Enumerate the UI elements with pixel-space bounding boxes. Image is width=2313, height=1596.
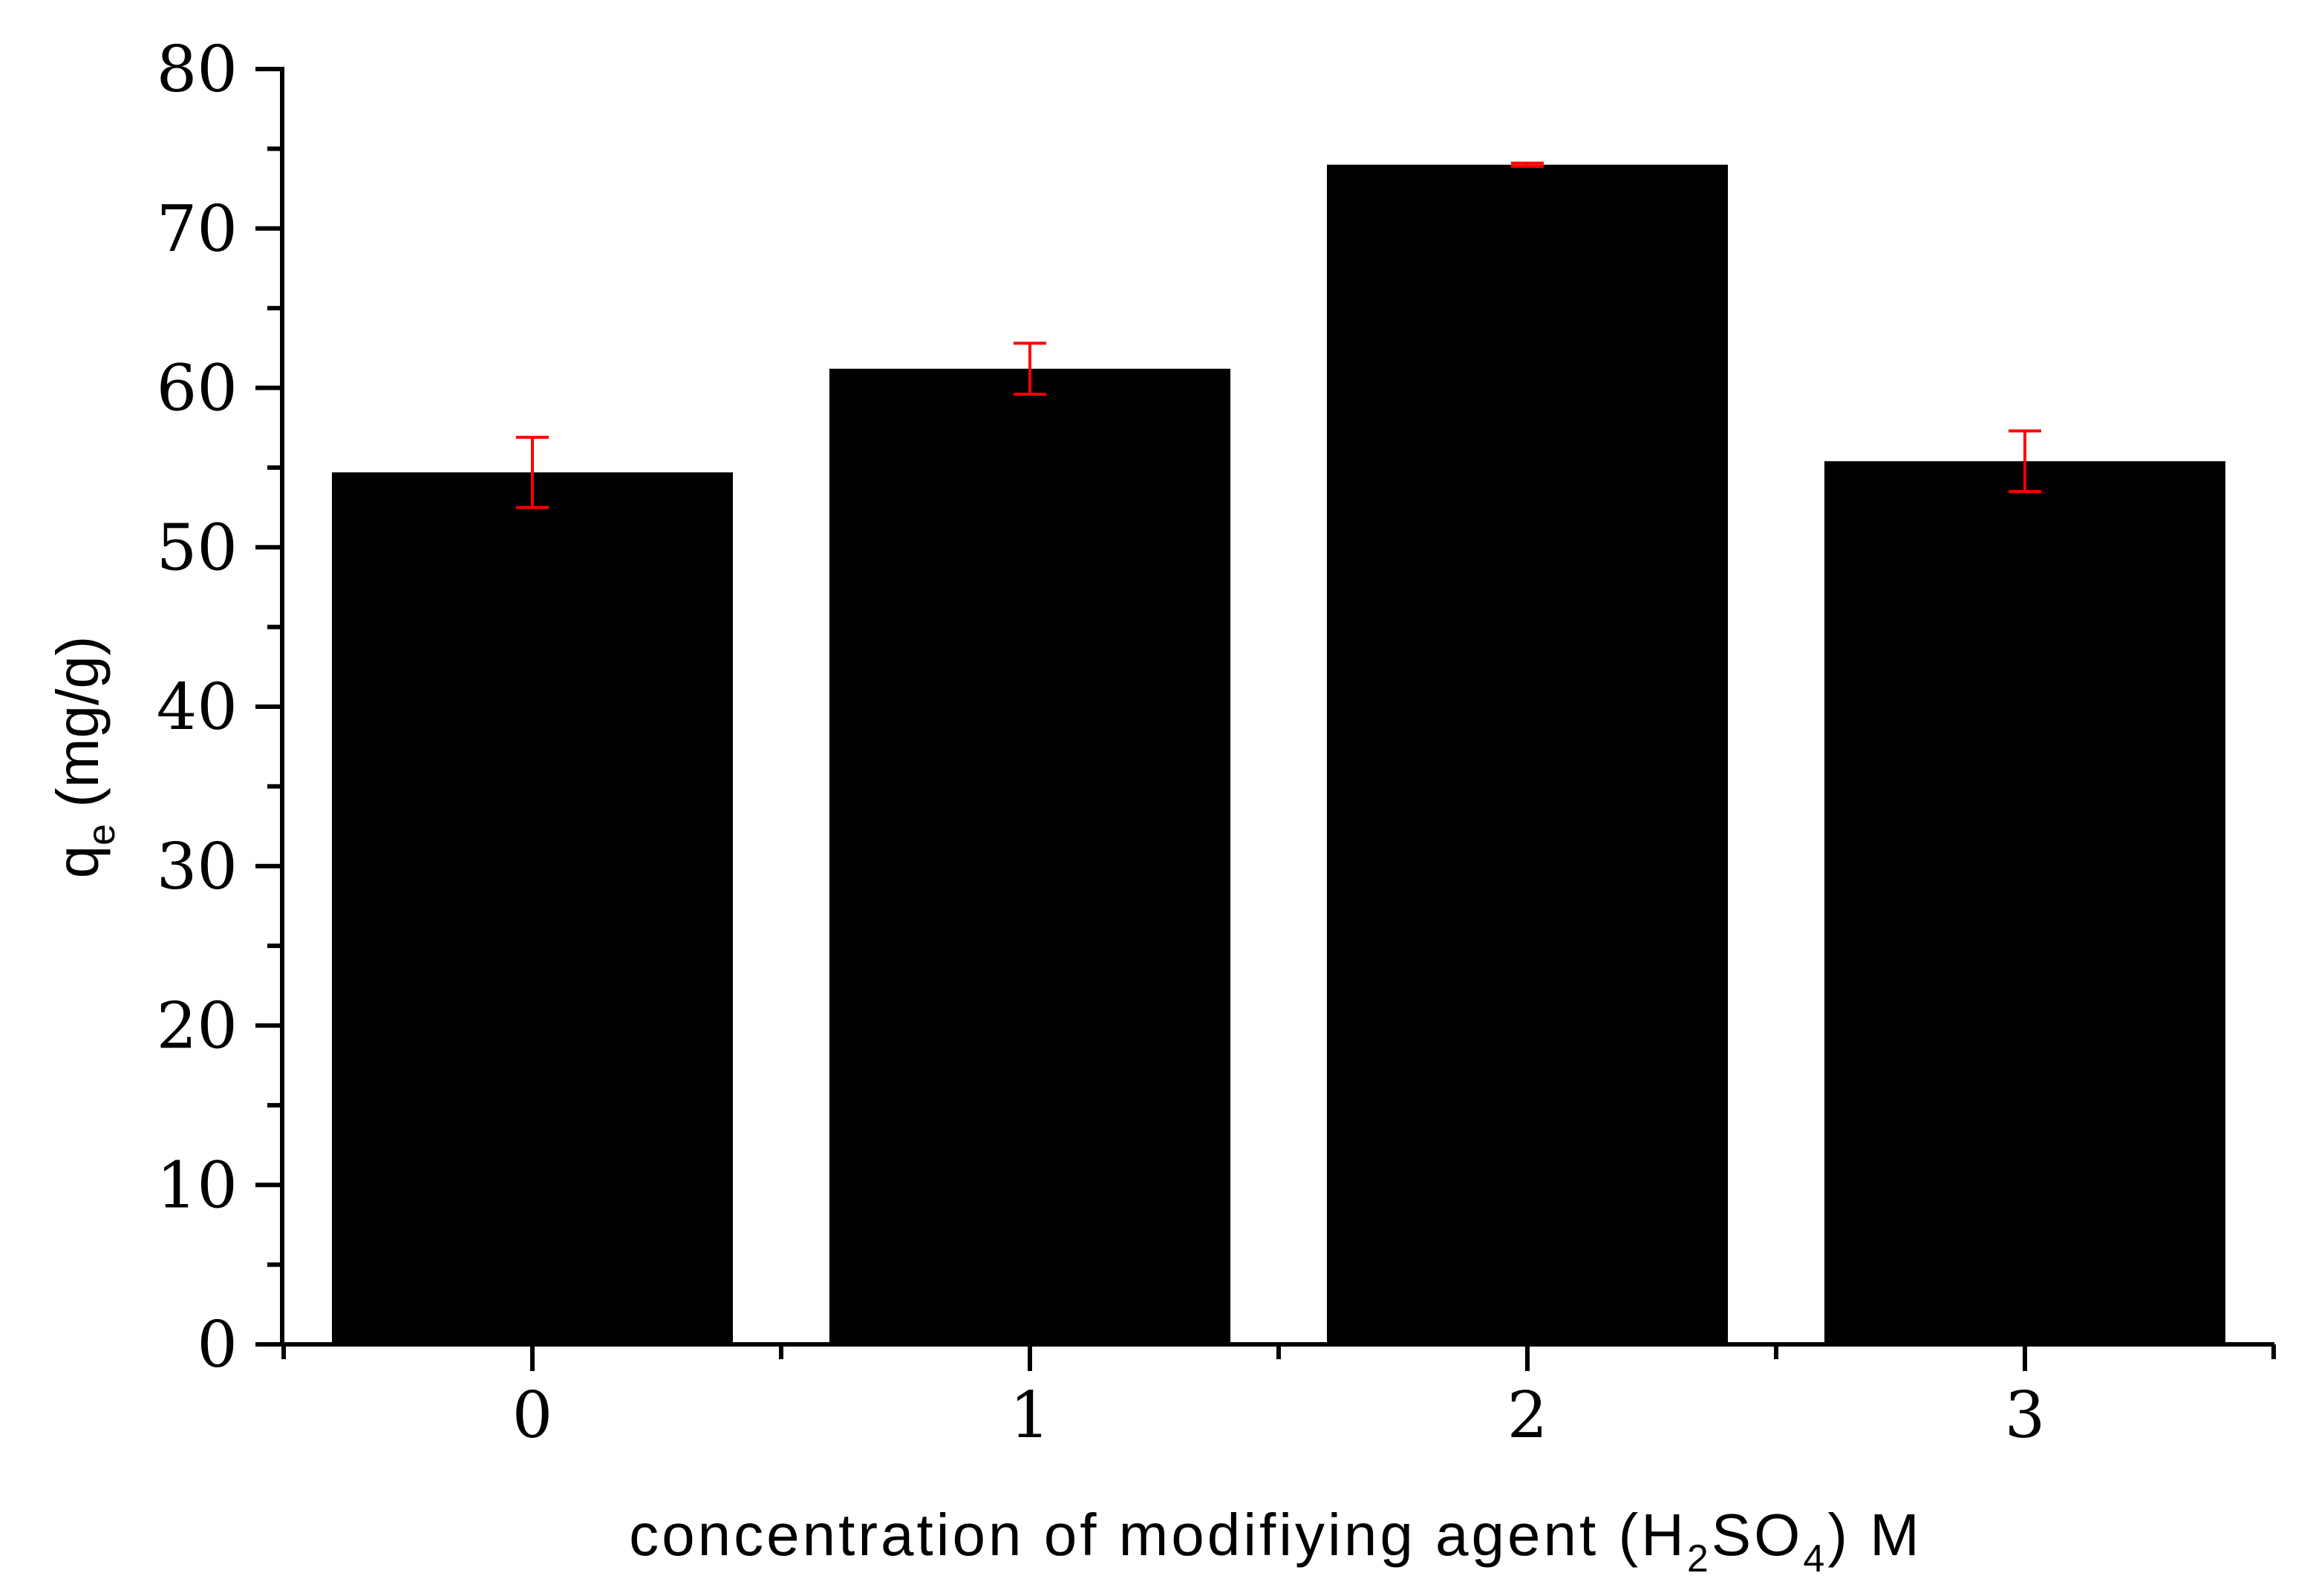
error-bar: [516, 436, 549, 509]
x-tick-label: 1: [1010, 1378, 1051, 1453]
bar: [332, 472, 733, 1344]
y-tick-label: 50: [157, 511, 238, 585]
x-tick-label: 0: [512, 1378, 553, 1453]
bar: [1327, 164, 1728, 1345]
x-axis-title: concentration of modifiying agent (H2SO4…: [629, 1502, 1922, 1580]
x-tick-label: 2: [1507, 1378, 1548, 1453]
error-bar: [1014, 341, 1046, 396]
error-bar: [2009, 429, 2041, 494]
error-bar: [1511, 161, 1544, 168]
error-bars-layer: [516, 161, 2041, 509]
bar: [1824, 461, 2225, 1345]
bars-layer: [332, 164, 2225, 1345]
y-axis-title: qe (mg/g): [45, 636, 123, 879]
y-tick-label: 30: [157, 830, 238, 904]
y-ticks-layer: 0 10 20 30 40 50 60 70 80: [157, 33, 282, 1382]
y-tick-label: 40: [157, 670, 238, 745]
bar: [829, 368, 1230, 1345]
y-tick-label: 20: [157, 990, 238, 1064]
y-tick-label: 60: [157, 352, 238, 426]
y-tick-label: 80: [157, 33, 238, 107]
x-ticks-layer: 0 1 2 3: [281, 1344, 2276, 1453]
y-tick-label: 0: [197, 1308, 238, 1382]
y-tick-label: 10: [157, 1148, 238, 1223]
y-tick-label: 70: [157, 192, 238, 266]
x-tick-label: 3: [2005, 1378, 2046, 1453]
